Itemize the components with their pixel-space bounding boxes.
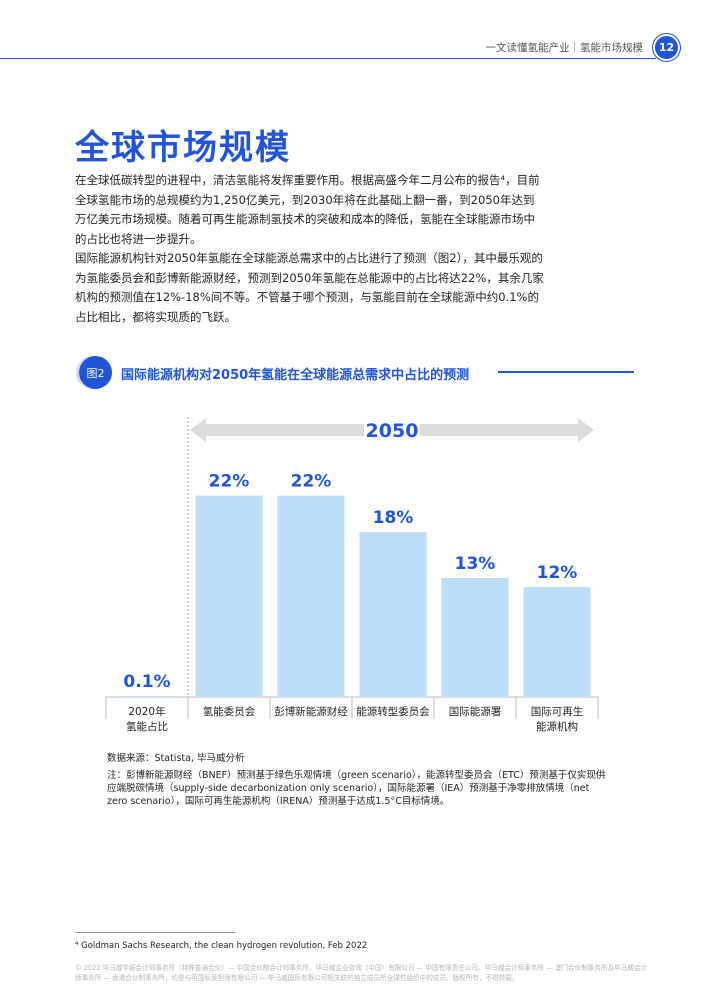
bar-4 — [441, 578, 509, 697]
figure-title-rule — [498, 371, 634, 373]
body-paragraph-2: 国际能源机构针对2050年氢能在全球能源总需求中的占比进行了预测（图2），其中最… — [75, 251, 544, 324]
page-number-badge: 12 — [655, 36, 678, 59]
footnote-rule — [75, 932, 235, 933]
category-label-2: 彭博新能源财经 — [274, 705, 348, 718]
bar-3 — [359, 532, 427, 697]
bar-5 — [523, 587, 591, 697]
data-source: 数据来源：Statista, 毕马威分析 — [107, 753, 245, 764]
category-label-3: 能源转型委员会 — [356, 705, 430, 718]
span-label-bg — [364, 417, 420, 443]
value-label-5: 12% — [537, 563, 578, 583]
header-divider — [0, 58, 656, 59]
value-label-2: 22% — [291, 472, 332, 492]
running-header: 一文读懂氢能产业｜氢能市场规模 — [485, 42, 644, 54]
figure-title: 国际能源机构对2050年氢能在全球能源总需求中占比的预测 — [121, 368, 470, 383]
value-label-3: 18% — [373, 508, 414, 528]
category-label-5: 国际可再生能源机构 — [531, 705, 584, 733]
category-label-4: 国际能源署 — [449, 705, 502, 718]
body-paragraph-1: 在全球低碳转型的进程中，清洁氢能将发挥重要作用。根据高盛今年二月公布的报告⁴，目… — [75, 173, 540, 246]
copyright-notice: © 2022 毕马威华振会计师事务所（特殊普通合伙）— 中国合伙制会计师事务所，… — [75, 964, 648, 982]
span-label: 2050 — [366, 420, 419, 442]
figure-number-badge: 图2 — [79, 356, 112, 389]
category-label-0: 2020年氢能占比 — [126, 705, 168, 733]
chart-note: 注：彭博新能源财经（BNEF）预测基于绿色乐观情境（green scenario… — [107, 770, 606, 807]
value-label-4: 13% — [455, 554, 496, 574]
value-label-1: 22% — [209, 472, 250, 492]
bar-chart: 2050 0.1% 2020年氢能占比 22% 氢能委员会 22% 彭博新能源财经 18% 能源… — [105, 417, 599, 733]
bar-2 — [277, 495, 345, 697]
page-title: 全球市场规模 — [75, 128, 291, 168]
bar-1 — [195, 495, 263, 697]
value-label-0: 0.1% — [123, 672, 170, 692]
bar-0 — [113, 696, 181, 697]
footnote: ⁴ Goldman Sachs Research, the clean hydr… — [75, 941, 368, 951]
category-label-1: 氢能委员会 — [203, 705, 256, 718]
